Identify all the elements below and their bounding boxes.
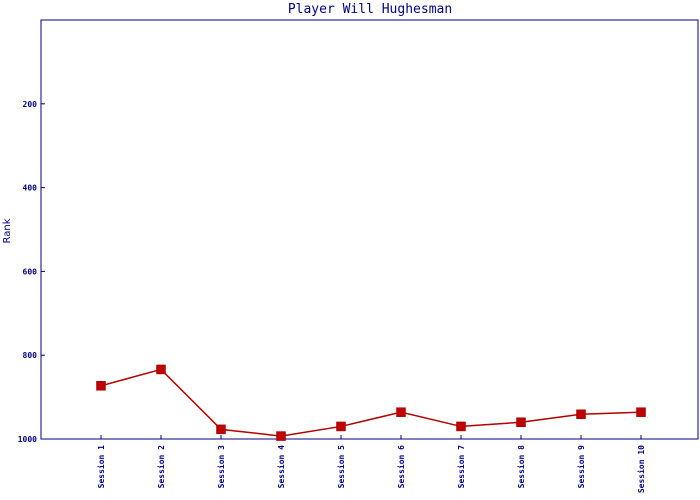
x-axis: Session 1 Session 2 Session 3 Session 4 Sess… (96, 435, 646, 493)
y-tick-label: 200 (23, 100, 38, 109)
data-point (576, 409, 586, 420)
x-tick-label: Session 10 (636, 445, 646, 493)
data-point (96, 381, 106, 391)
y-axis: 200 400 600 800 1000 (18, 100, 45, 444)
data-point (216, 424, 226, 435)
y-tick-label: 600 (23, 267, 38, 276)
data-point (456, 421, 466, 432)
x-tick-label: Session 8 (516, 445, 526, 489)
series-line (100, 368, 642, 437)
series-rank (96, 364, 646, 441)
data-point (336, 421, 346, 432)
y-tick-label: 400 (23, 184, 38, 193)
x-tick-label: Session 4 (276, 445, 286, 489)
x-tick-label: Session 3 (216, 445, 226, 489)
data-point (276, 431, 286, 441)
chart-title: Player Will Hughesman (288, 2, 452, 17)
x-tick-label: Session 2 (156, 445, 166, 489)
y-tick-label: 800 (23, 351, 38, 360)
data-point (516, 417, 526, 427)
x-tick-label: Session 6 (396, 445, 406, 489)
data-point (636, 407, 646, 417)
x-tick-label: Session 1 (96, 445, 106, 489)
x-tick-label: Session 9 (576, 445, 586, 489)
data-point (156, 364, 166, 375)
y-tick-label: 1000 (18, 435, 37, 444)
y-axis-label: Rank (2, 218, 13, 243)
data-point (396, 407, 406, 417)
x-tick-label: Session 7 (456, 445, 466, 489)
x-tick-label: Session 5 (336, 445, 346, 489)
plot-area (40, 19, 699, 440)
